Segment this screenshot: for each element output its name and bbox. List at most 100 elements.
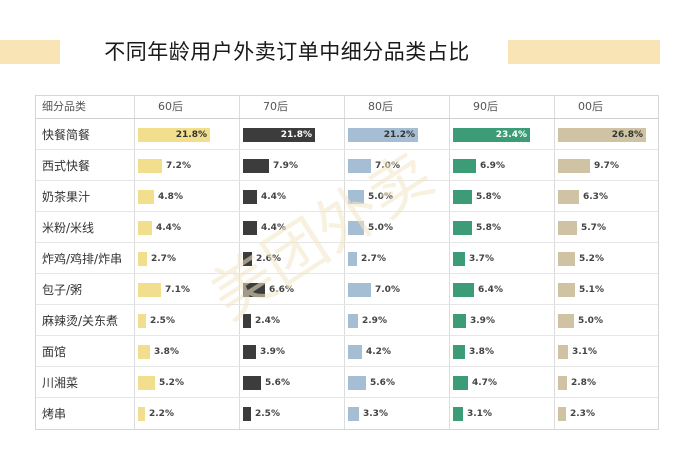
column-divider [449, 96, 450, 429]
data-label: 5.0% [578, 315, 603, 326]
data-label: 3.7% [469, 253, 494, 264]
bar [453, 158, 476, 173]
column-divider [344, 96, 345, 429]
data-label: 3.8% [154, 346, 179, 357]
bar [348, 313, 358, 328]
bar [243, 282, 265, 297]
bar [138, 189, 154, 204]
chart-table: 细分品类 60后 70后 80后 90后 00后 快餐简餐 21.8% 21.8% 21.2% 2… [35, 95, 659, 430]
data-label: 2.2% [149, 408, 174, 419]
column-divider [134, 96, 135, 429]
bar [558, 344, 568, 359]
bar [243, 189, 257, 204]
title-band-left [0, 40, 60, 64]
data-label: 7.9% [273, 160, 298, 171]
data-label: 7.1% [165, 284, 190, 295]
bar [453, 344, 465, 359]
bar [453, 406, 463, 421]
bar [348, 220, 364, 235]
data-label: 3.9% [470, 315, 495, 326]
bar [453, 251, 465, 266]
series-header: 70后 [263, 100, 288, 113]
row-divider [36, 180, 658, 181]
row-divider [36, 397, 658, 398]
category-label: 米粉/米线 [42, 221, 95, 235]
bar [453, 282, 474, 297]
data-label: 5.8% [476, 222, 501, 233]
data-label: 3.8% [469, 346, 494, 357]
data-label: 5.8% [476, 191, 501, 202]
row-divider [36, 366, 658, 367]
category-label: 川湘菜 [42, 376, 79, 390]
data-label: 5.6% [265, 377, 290, 388]
bar [558, 251, 575, 266]
data-label: 3.1% [572, 346, 597, 357]
series-header: 90后 [473, 100, 498, 113]
data-label: 2.4% [255, 315, 280, 326]
bar [138, 127, 210, 142]
data-label: 7.0% [375, 160, 400, 171]
data-label: 9.7% [594, 160, 619, 171]
column-divider [239, 96, 240, 429]
bar [453, 375, 468, 390]
row-divider [36, 242, 658, 243]
data-label: 6.6% [269, 284, 294, 295]
data-label: 3.9% [260, 346, 285, 357]
data-label: 21.8% [280, 129, 312, 140]
row-divider [36, 273, 658, 274]
bar [138, 375, 155, 390]
bar [138, 313, 146, 328]
series-header: 80后 [368, 100, 393, 113]
bar [348, 251, 357, 266]
category-label: 麻辣烫/关东煮 [42, 314, 119, 328]
data-label: 4.7% [472, 377, 497, 388]
page-title: 不同年龄用户外卖订单中细分品类占比 [104, 40, 470, 64]
bar [453, 313, 466, 328]
category-label: 烤串 [42, 407, 67, 421]
bar [453, 189, 472, 204]
bar [348, 189, 364, 204]
bar [243, 158, 269, 173]
row-divider [36, 211, 658, 212]
header-divider [36, 118, 658, 119]
bar [243, 375, 261, 390]
row-divider [36, 304, 658, 305]
data-label: 4.4% [261, 191, 286, 202]
data-label: 6.9% [480, 160, 505, 171]
category-label: 炸鸡/鸡排/炸串 [42, 252, 123, 266]
bar [138, 344, 150, 359]
data-label: 5.2% [579, 253, 604, 264]
data-label: 5.1% [579, 284, 604, 295]
bar [138, 158, 162, 173]
bar [453, 127, 530, 142]
data-label: 6.4% [478, 284, 503, 295]
data-label: 21.2% [383, 129, 415, 140]
bar [138, 251, 147, 266]
data-label: 5.0% [368, 191, 393, 202]
bar [558, 220, 577, 235]
bar [558, 406, 566, 421]
data-label: 2.7% [361, 253, 386, 264]
data-label: 4.4% [156, 222, 181, 233]
category-header: 细分品类 [42, 100, 86, 113]
bar [558, 158, 590, 173]
data-label: 7.0% [375, 284, 400, 295]
bar [558, 375, 567, 390]
row-divider [36, 149, 658, 150]
data-label: 2.6% [256, 253, 281, 264]
data-label: 2.8% [571, 377, 596, 388]
bar [138, 220, 152, 235]
bar [348, 158, 371, 173]
category-label: 面馆 [42, 345, 67, 359]
data-label: 5.2% [159, 377, 184, 388]
data-label: 2.9% [362, 315, 387, 326]
data-label: 5.7% [581, 222, 606, 233]
data-label: 26.8% [611, 129, 643, 140]
data-label: 2.5% [150, 315, 175, 326]
data-label: 21.8% [175, 129, 207, 140]
data-label: 4.8% [158, 191, 183, 202]
column-divider [554, 96, 555, 429]
bar [243, 313, 251, 328]
bar [558, 127, 646, 142]
category-label: 西式快餐 [42, 159, 91, 173]
